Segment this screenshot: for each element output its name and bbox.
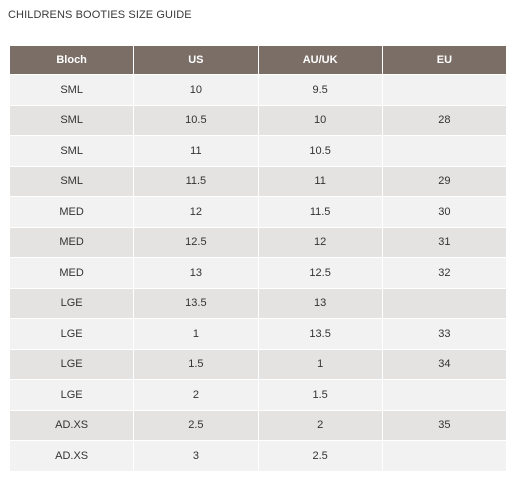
table-cell: 1 — [257, 348, 383, 380]
table-cell: 10.5 — [133, 104, 259, 136]
table-cell: SML — [8, 104, 135, 136]
table-row: MED 12 11.5 30 — [8, 196, 508, 228]
table-cell: SML — [8, 165, 135, 197]
table-cell: 28 — [381, 104, 508, 136]
table-cell: LGE — [8, 379, 135, 411]
table-row: AD.XS 2.5 2 35 — [8, 409, 508, 441]
table-cell: 10.5 — [257, 135, 383, 167]
table-cell: SML — [8, 135, 135, 167]
table-cell: 34 — [381, 348, 508, 380]
table-row: SML 11 10.5 — [8, 135, 508, 167]
table-cell: 32 — [381, 257, 508, 289]
table-cell: 1.5 — [133, 348, 259, 380]
table-cell: MED — [8, 196, 135, 228]
table-row: MED 12.5 12 31 — [8, 226, 508, 258]
column-header: Bloch — [8, 45, 135, 75]
table-row: LGE 13.5 13 — [8, 287, 508, 319]
table-row: LGE 1.5 1 34 — [8, 348, 508, 380]
table-row: LGE 1 13.5 33 — [8, 318, 508, 350]
table-cell: 1.5 — [257, 379, 383, 411]
table-cell: MED — [8, 257, 135, 289]
table-cell: LGE — [8, 348, 135, 380]
table-cell: 12.5 — [133, 226, 259, 258]
table-cell: 12 — [133, 196, 259, 228]
table-header: Bloch US AU/UK EU — [8, 45, 508, 75]
table-row: AD.XS 3 2.5 — [8, 440, 508, 472]
table-cell: MED — [8, 226, 135, 258]
table-cell: 30 — [381, 196, 508, 228]
table-cell — [381, 74, 508, 106]
header-row: Bloch US AU/UK EU — [8, 45, 508, 75]
table-cell: 11 — [257, 165, 383, 197]
table-row: SML 11.5 11 29 — [8, 165, 508, 197]
table-cell: 1 — [133, 318, 259, 350]
table-cell — [381, 287, 508, 319]
page-title: CHILDRENS BOOTIES SIZE GUIDE — [8, 9, 192, 21]
table-cell: 31 — [381, 226, 508, 258]
table-cell: 13 — [133, 257, 259, 289]
table-cell: 29 — [381, 165, 508, 197]
table-cell: LGE — [8, 318, 135, 350]
table-cell: AD.XS — [8, 409, 135, 441]
table-cell — [381, 440, 508, 472]
table-cell: 12 — [257, 226, 383, 258]
table-cell: 13.5 — [257, 318, 383, 350]
table-row: SML 10 9.5 — [8, 74, 508, 106]
column-header: US — [133, 45, 259, 75]
table-cell: 11 — [133, 135, 259, 167]
table-cell: 11.5 — [257, 196, 383, 228]
column-header: EU — [381, 45, 508, 75]
table-row: LGE 2 1.5 — [8, 379, 508, 411]
table-cell: 10 — [133, 74, 259, 106]
table-cell: 35 — [381, 409, 508, 441]
table-cell — [381, 379, 508, 411]
size-table: Bloch US AU/UK EU SML 10 9.5 SML 10.5 10 28 SML 11 1… — [8, 45, 508, 472]
table-cell: 2 — [257, 409, 383, 441]
table-cell: 13 — [257, 287, 383, 319]
table-row: SML 10.5 10 28 — [8, 104, 508, 136]
table-cell: 2 — [133, 379, 259, 411]
table-cell: LGE — [8, 287, 135, 319]
table-cell — [381, 135, 508, 167]
table-cell: 11.5 — [133, 165, 259, 197]
table-cell: 12.5 — [257, 257, 383, 289]
table-cell: 9.5 — [257, 74, 383, 106]
table-cell: 10 — [257, 104, 383, 136]
table-body: SML 10 9.5 SML 10.5 10 28 SML 11 10.5 SML 11.5 11 29 M… — [8, 74, 508, 472]
table-cell: 3 — [133, 440, 259, 472]
table-cell: AD.XS — [8, 440, 135, 472]
table-row: MED 13 12.5 32 — [8, 257, 508, 289]
table-cell: 13.5 — [133, 287, 259, 319]
table-cell: 2.5 — [133, 409, 259, 441]
column-header: AU/UK — [257, 45, 383, 75]
table-cell: 2.5 — [257, 440, 383, 472]
table-cell: 33 — [381, 318, 508, 350]
table-cell: SML — [8, 74, 135, 106]
